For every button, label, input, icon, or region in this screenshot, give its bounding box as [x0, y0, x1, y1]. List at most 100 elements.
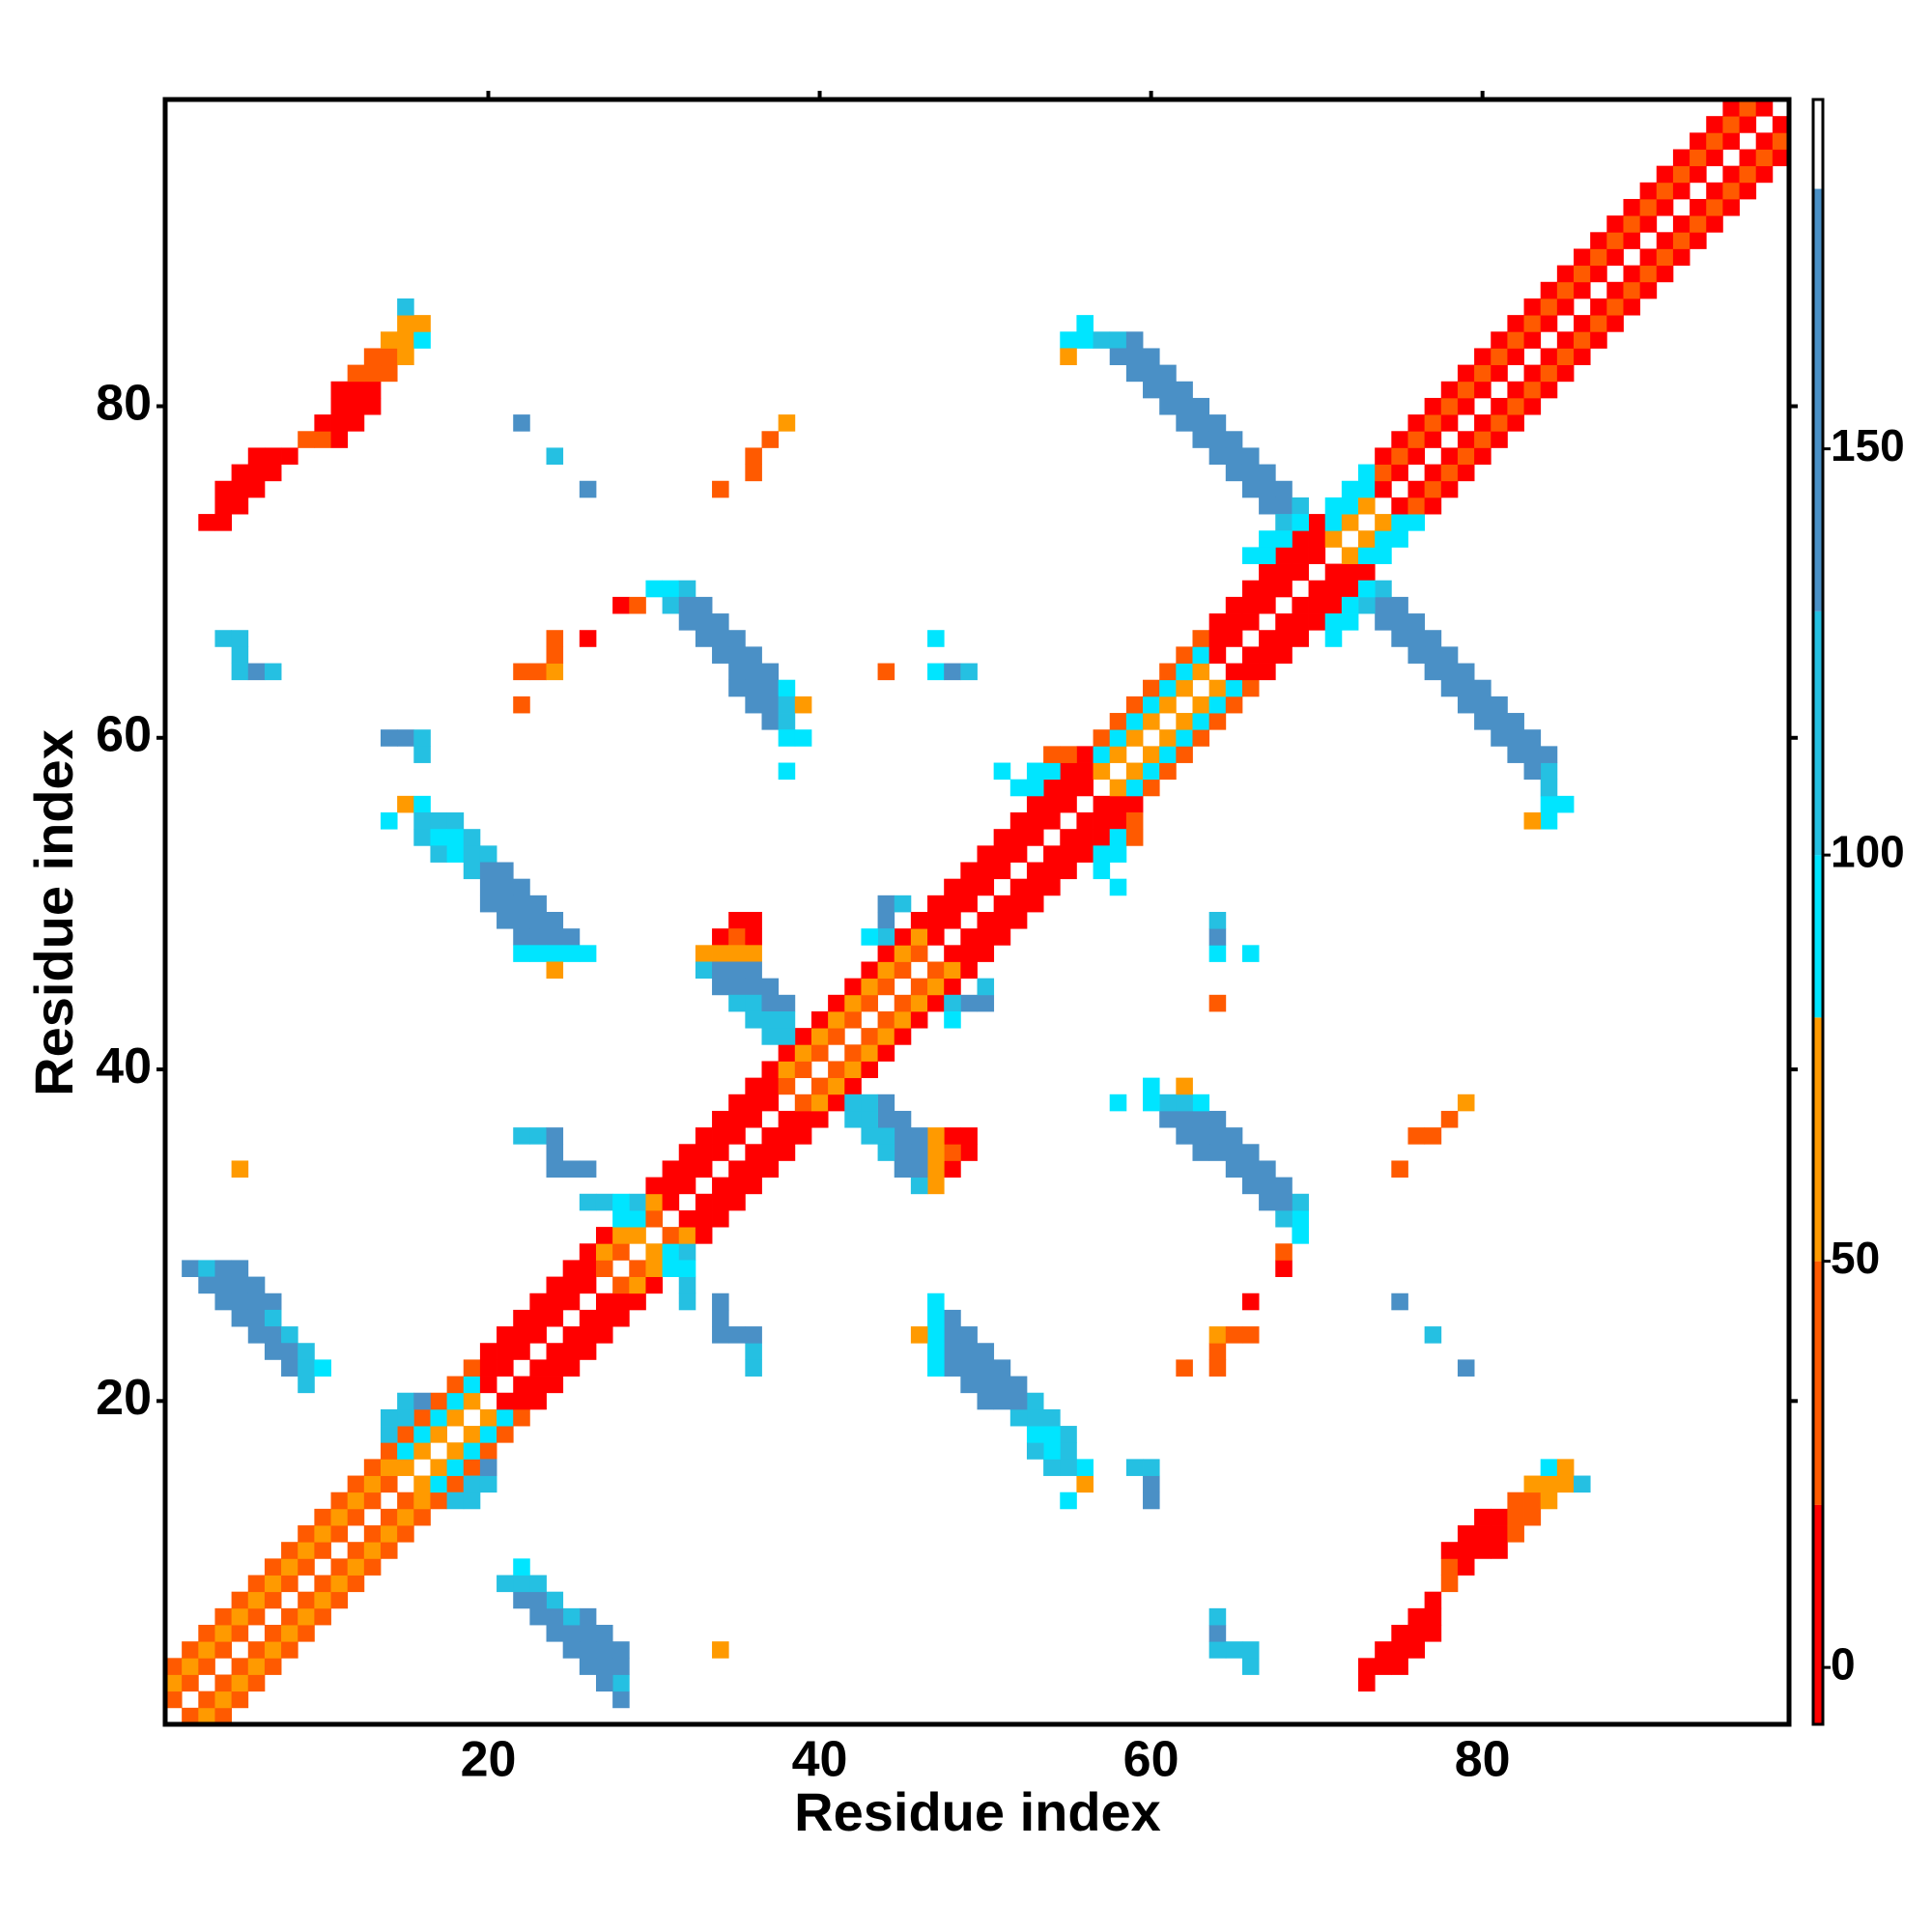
heatmap-cell [794, 696, 812, 714]
heatmap-cell [1457, 397, 1475, 415]
heatmap-cell [1540, 812, 1558, 830]
heatmap-cell [761, 994, 780, 1012]
heatmap-cell [446, 1442, 465, 1460]
heatmap-cell [380, 331, 398, 349]
heatmap-cell [1259, 596, 1276, 614]
heatmap-cell [314, 414, 331, 432]
heatmap-cell [1241, 1160, 1260, 1179]
heatmap-cell [1540, 1492, 1558, 1510]
heatmap-cell [1440, 1558, 1459, 1576]
heatmap-cell [1009, 845, 1028, 863]
heatmap-cell [1324, 613, 1343, 631]
heatmap-cell [413, 1442, 431, 1460]
heatmap-cell [993, 762, 1011, 781]
heatmap-cell [1324, 563, 1343, 582]
heatmap-cell [231, 630, 249, 647]
heatmap-cell [562, 1343, 581, 1360]
heatmap-cell [1690, 232, 1707, 249]
heatmap-cell [1440, 480, 1459, 498]
heatmap-cell [645, 1260, 663, 1277]
heatmap-cell [1690, 198, 1707, 216]
heatmap-cell [595, 1193, 613, 1211]
heatmap-cell [1440, 397, 1459, 415]
colorbar-segment [1813, 611, 1823, 856]
heatmap-cell [894, 961, 912, 980]
heatmap-cell [1440, 663, 1459, 681]
heatmap-cell [927, 1293, 945, 1311]
heatmap-cell [1060, 1492, 1077, 1510]
heatmap-cell [214, 1674, 233, 1692]
heatmap-cell [1292, 1193, 1309, 1211]
heatmap-cell [1772, 116, 1790, 133]
heatmap-cell [1375, 1658, 1392, 1675]
heatmap-cell [1275, 1243, 1293, 1261]
heatmap-cell [1109, 878, 1127, 896]
heatmap-cell [1491, 729, 1508, 747]
heatmap-cell [1474, 414, 1492, 432]
heatmap-cell [761, 1127, 780, 1145]
heatmap-cell [960, 945, 978, 962]
heatmap-cell [745, 1326, 762, 1344]
heatmap-cell [1391, 514, 1408, 531]
heatmap-cell [844, 1044, 862, 1062]
heatmap-cell [745, 994, 762, 1012]
heatmap-cell [1375, 447, 1392, 465]
heatmap-cell [1457, 663, 1475, 681]
heatmap-cell [463, 1459, 481, 1476]
heatmap-cell [330, 1525, 349, 1543]
heatmap-cell [264, 1326, 282, 1344]
heatmap-cell [927, 1343, 945, 1360]
heatmap-cell [446, 1392, 465, 1410]
heatmap-cell [380, 1459, 398, 1476]
heatmap-cell [662, 1160, 680, 1179]
heatmap-cell [546, 447, 564, 465]
heatmap-cell [761, 713, 780, 730]
heatmap-cell [1060, 348, 1077, 366]
heatmap-cell [1241, 1177, 1260, 1195]
heatmap-cell [745, 928, 762, 946]
heatmap-cell [612, 1309, 630, 1327]
heatmap-cell [1208, 646, 1227, 664]
heatmap-cell [314, 1542, 331, 1559]
heatmap-cell [1208, 994, 1227, 1012]
heatmap-cell [497, 1426, 514, 1443]
heatmap-cell [1026, 812, 1044, 830]
heatmap-cell [330, 414, 349, 432]
heatmap-cell [712, 1193, 729, 1211]
heatmap-cell [363, 1459, 382, 1476]
heatmap-cell [1308, 530, 1326, 548]
heatmap-cell [198, 514, 215, 531]
heatmap-cell [1507, 713, 1524, 730]
heatmap-cell [298, 1607, 315, 1626]
heatmap-cell [1440, 646, 1459, 664]
heatmap-cell [1623, 298, 1641, 316]
heatmap-cell [1043, 862, 1061, 880]
heatmap-cell [281, 447, 298, 465]
heatmap-cell [1159, 696, 1177, 714]
heatmap-cells [165, 99, 1790, 1725]
heatmap-cell [612, 1209, 630, 1228]
heatmap-cell [761, 1077, 780, 1095]
heatmap-cell [1341, 497, 1359, 515]
heatmap-cell [629, 1209, 646, 1228]
heatmap-cell [1241, 646, 1260, 664]
heatmap-cell [380, 1508, 398, 1526]
heatmap-cell [1523, 812, 1542, 830]
heatmap-cell [330, 397, 349, 415]
heatmap-cell [281, 1558, 298, 1576]
heatmap-cell [1060, 1442, 1077, 1460]
heatmap-cell [944, 1160, 961, 1179]
heatmap-cell [247, 480, 266, 498]
heatmap-cell [1208, 1343, 1227, 1360]
heatmap-cell [1192, 1110, 1210, 1128]
heatmap-cell [1026, 1408, 1044, 1427]
heatmap-cell [595, 1658, 613, 1675]
heatmap-cell [1706, 116, 1723, 133]
heatmap-cell [247, 464, 266, 482]
heatmap-cell [1523, 1508, 1542, 1526]
heatmap-cell [1590, 331, 1607, 349]
heatmap-cell [513, 1408, 530, 1427]
heatmap-cell [728, 1094, 746, 1112]
heatmap-cell [612, 1674, 630, 1692]
heatmap-cell [1125, 812, 1144, 830]
